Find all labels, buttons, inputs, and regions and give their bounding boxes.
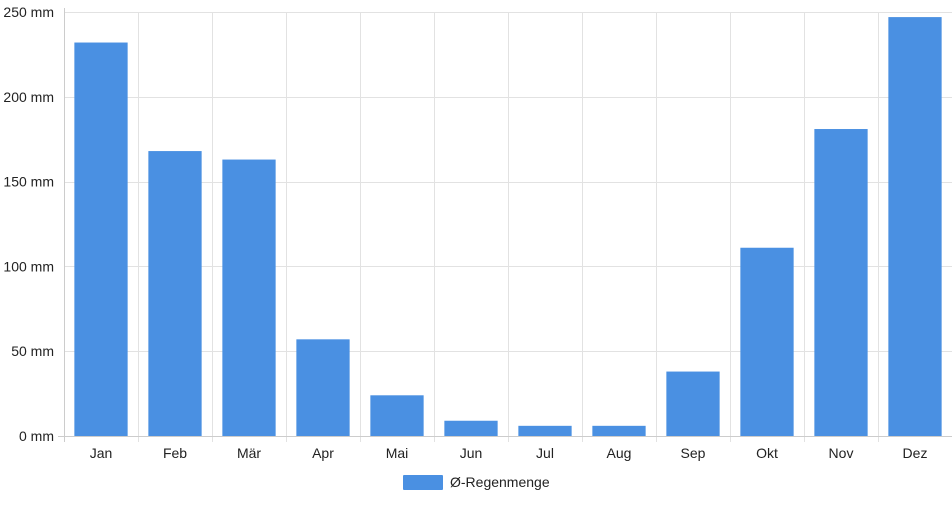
legend: Ø-Regenmenge xyxy=(403,474,550,490)
x-tick-label: Mai xyxy=(386,445,409,461)
x-tick-label: Nov xyxy=(829,445,854,461)
bar-mai[interactable] xyxy=(370,395,424,436)
bar-apr[interactable] xyxy=(296,339,350,436)
x-tick-label: Dez xyxy=(903,445,928,461)
y-tick-label: 150 mm xyxy=(3,174,54,190)
legend-swatch xyxy=(403,475,443,490)
y-tick-label: 100 mm xyxy=(3,258,54,274)
bar-sep[interactable] xyxy=(666,371,720,436)
bar-nov[interactable] xyxy=(814,129,868,437)
y-tick-label: 0 mm xyxy=(19,428,54,444)
bar-mär[interactable] xyxy=(222,159,276,436)
bar-dez[interactable] xyxy=(888,17,942,436)
y-tick-label: 200 mm xyxy=(3,89,54,105)
x-tick-label: Mär xyxy=(237,445,261,461)
bar-aug[interactable] xyxy=(592,425,646,436)
x-tick-label: Jun xyxy=(460,445,483,461)
x-tick-label: Apr xyxy=(312,445,334,461)
bar-jun[interactable] xyxy=(444,420,498,436)
bar-jan[interactable] xyxy=(74,42,128,436)
legend-label: Ø-Regenmenge xyxy=(450,474,550,490)
x-tick-label: Jan xyxy=(90,445,113,461)
x-tick-label: Okt xyxy=(756,445,778,461)
bar-jul[interactable] xyxy=(518,425,572,436)
bar-feb[interactable] xyxy=(148,151,202,436)
grid-lines xyxy=(64,12,952,442)
x-axis-tick-labels: Jan Feb Mär Apr Mai Jun Jul Aug Sep Okt Nov Dez xyxy=(90,445,928,461)
x-tick-label: Sep xyxy=(681,445,706,461)
x-tick-label: Jul xyxy=(536,445,554,461)
y-axis-tick-labels: 0 mm 50 mm 100 mm 150 mm 200 mm 250 mm xyxy=(3,4,54,444)
bar-okt[interactable] xyxy=(740,247,794,436)
x-tick-label: Aug xyxy=(607,445,632,461)
bars xyxy=(74,17,942,437)
x-tick-label: Feb xyxy=(163,445,187,461)
axes xyxy=(58,8,952,442)
y-tick-label: 250 mm xyxy=(3,4,54,20)
y-tick-label: 50 mm xyxy=(11,343,54,359)
